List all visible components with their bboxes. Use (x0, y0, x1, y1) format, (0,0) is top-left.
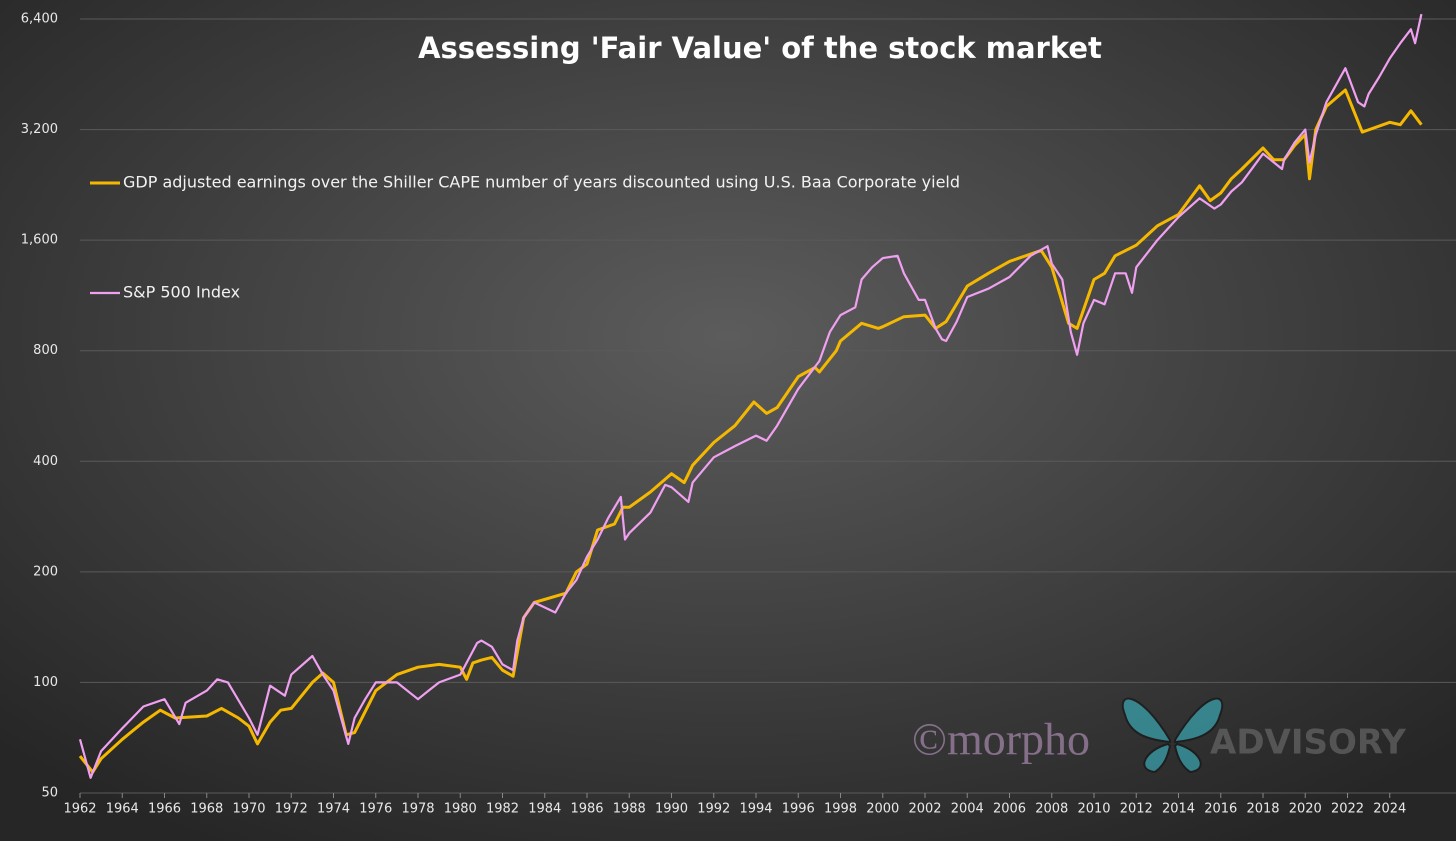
x-tick-label: 1970 (232, 802, 265, 817)
y-tick-label: 800 (33, 343, 58, 358)
x-tick-label: 1994 (739, 802, 772, 817)
x-tick-label: 2006 (993, 802, 1026, 817)
y-tick-label: 400 (33, 454, 58, 469)
x-tick-label: 2014 (1162, 802, 1195, 817)
x-tick-label: 1972 (275, 802, 308, 817)
x-tick-label: 1986 (570, 802, 603, 817)
x-tick-label: 2022 (1331, 802, 1364, 817)
x-tick-label: 2016 (1204, 802, 1237, 817)
chart-title: Assessing 'Fair Value' of the stock mark… (418, 31, 1102, 65)
x-tick-label: 2000 (866, 802, 899, 817)
x-tick-label: 2010 (1077, 802, 1110, 817)
x-tick-label: 2004 (951, 802, 984, 817)
x-tick-label: 1978 (401, 802, 434, 817)
x-tick-label: 1968 (190, 802, 223, 817)
legend-label: GDP adjusted earnings over the Shiller C… (123, 173, 960, 192)
y-tick-label: 1,600 (21, 233, 58, 248)
y-tick-label: 200 (33, 564, 58, 579)
watermark-suffix: ADVISORY (1210, 723, 1406, 763)
x-tick-label: 1992 (697, 802, 730, 817)
series-line (78, 88, 1423, 774)
x-tick-label: 1962 (63, 802, 96, 817)
x-tick-label: 1982 (486, 802, 519, 817)
x-tick-label: 1976 (359, 802, 392, 817)
x-tick-label: 1998 (824, 802, 857, 817)
x-tick-label: 2012 (1120, 802, 1153, 817)
x-tick-label: 1988 (613, 802, 646, 817)
plot: GDP adjusted earnings over the Shiller C… (78, 13, 1423, 779)
x-tick-label: 1964 (106, 802, 139, 817)
x-tick-label: 1990 (655, 802, 688, 817)
x-tick-label: 2024 (1373, 802, 1406, 817)
series-line (78, 13, 1423, 779)
watermark-brand: ©morpho (912, 714, 1090, 765)
x-tick-label: 1966 (148, 802, 181, 817)
x-tick-label: 1984 (528, 802, 561, 817)
x-tick-label: 2020 (1289, 802, 1322, 817)
butterfly (1121, 697, 1224, 774)
watermark: ©morpho ADVISORY (912, 697, 1406, 774)
x-tick-label: 2002 (908, 802, 941, 817)
grid: 50 100 200 400 800 1,600 3,200 6,400 1962 1964 196… (21, 12, 1456, 817)
y-tick-label: 6,400 (21, 12, 58, 27)
y-tick-label: 50 (41, 786, 58, 801)
y-tick-label: 100 (33, 675, 58, 690)
y-tick-label: 3,200 (21, 122, 58, 137)
legend-label: S&P 500 Index (123, 283, 240, 302)
x-tick-label: 1974 (317, 802, 350, 817)
x-tick-label: 2008 (1035, 802, 1068, 817)
x-tick-label: 2018 (1246, 802, 1279, 817)
x-tick-label: 1980 (444, 802, 477, 817)
x-tick-label: 1996 (782, 802, 815, 817)
